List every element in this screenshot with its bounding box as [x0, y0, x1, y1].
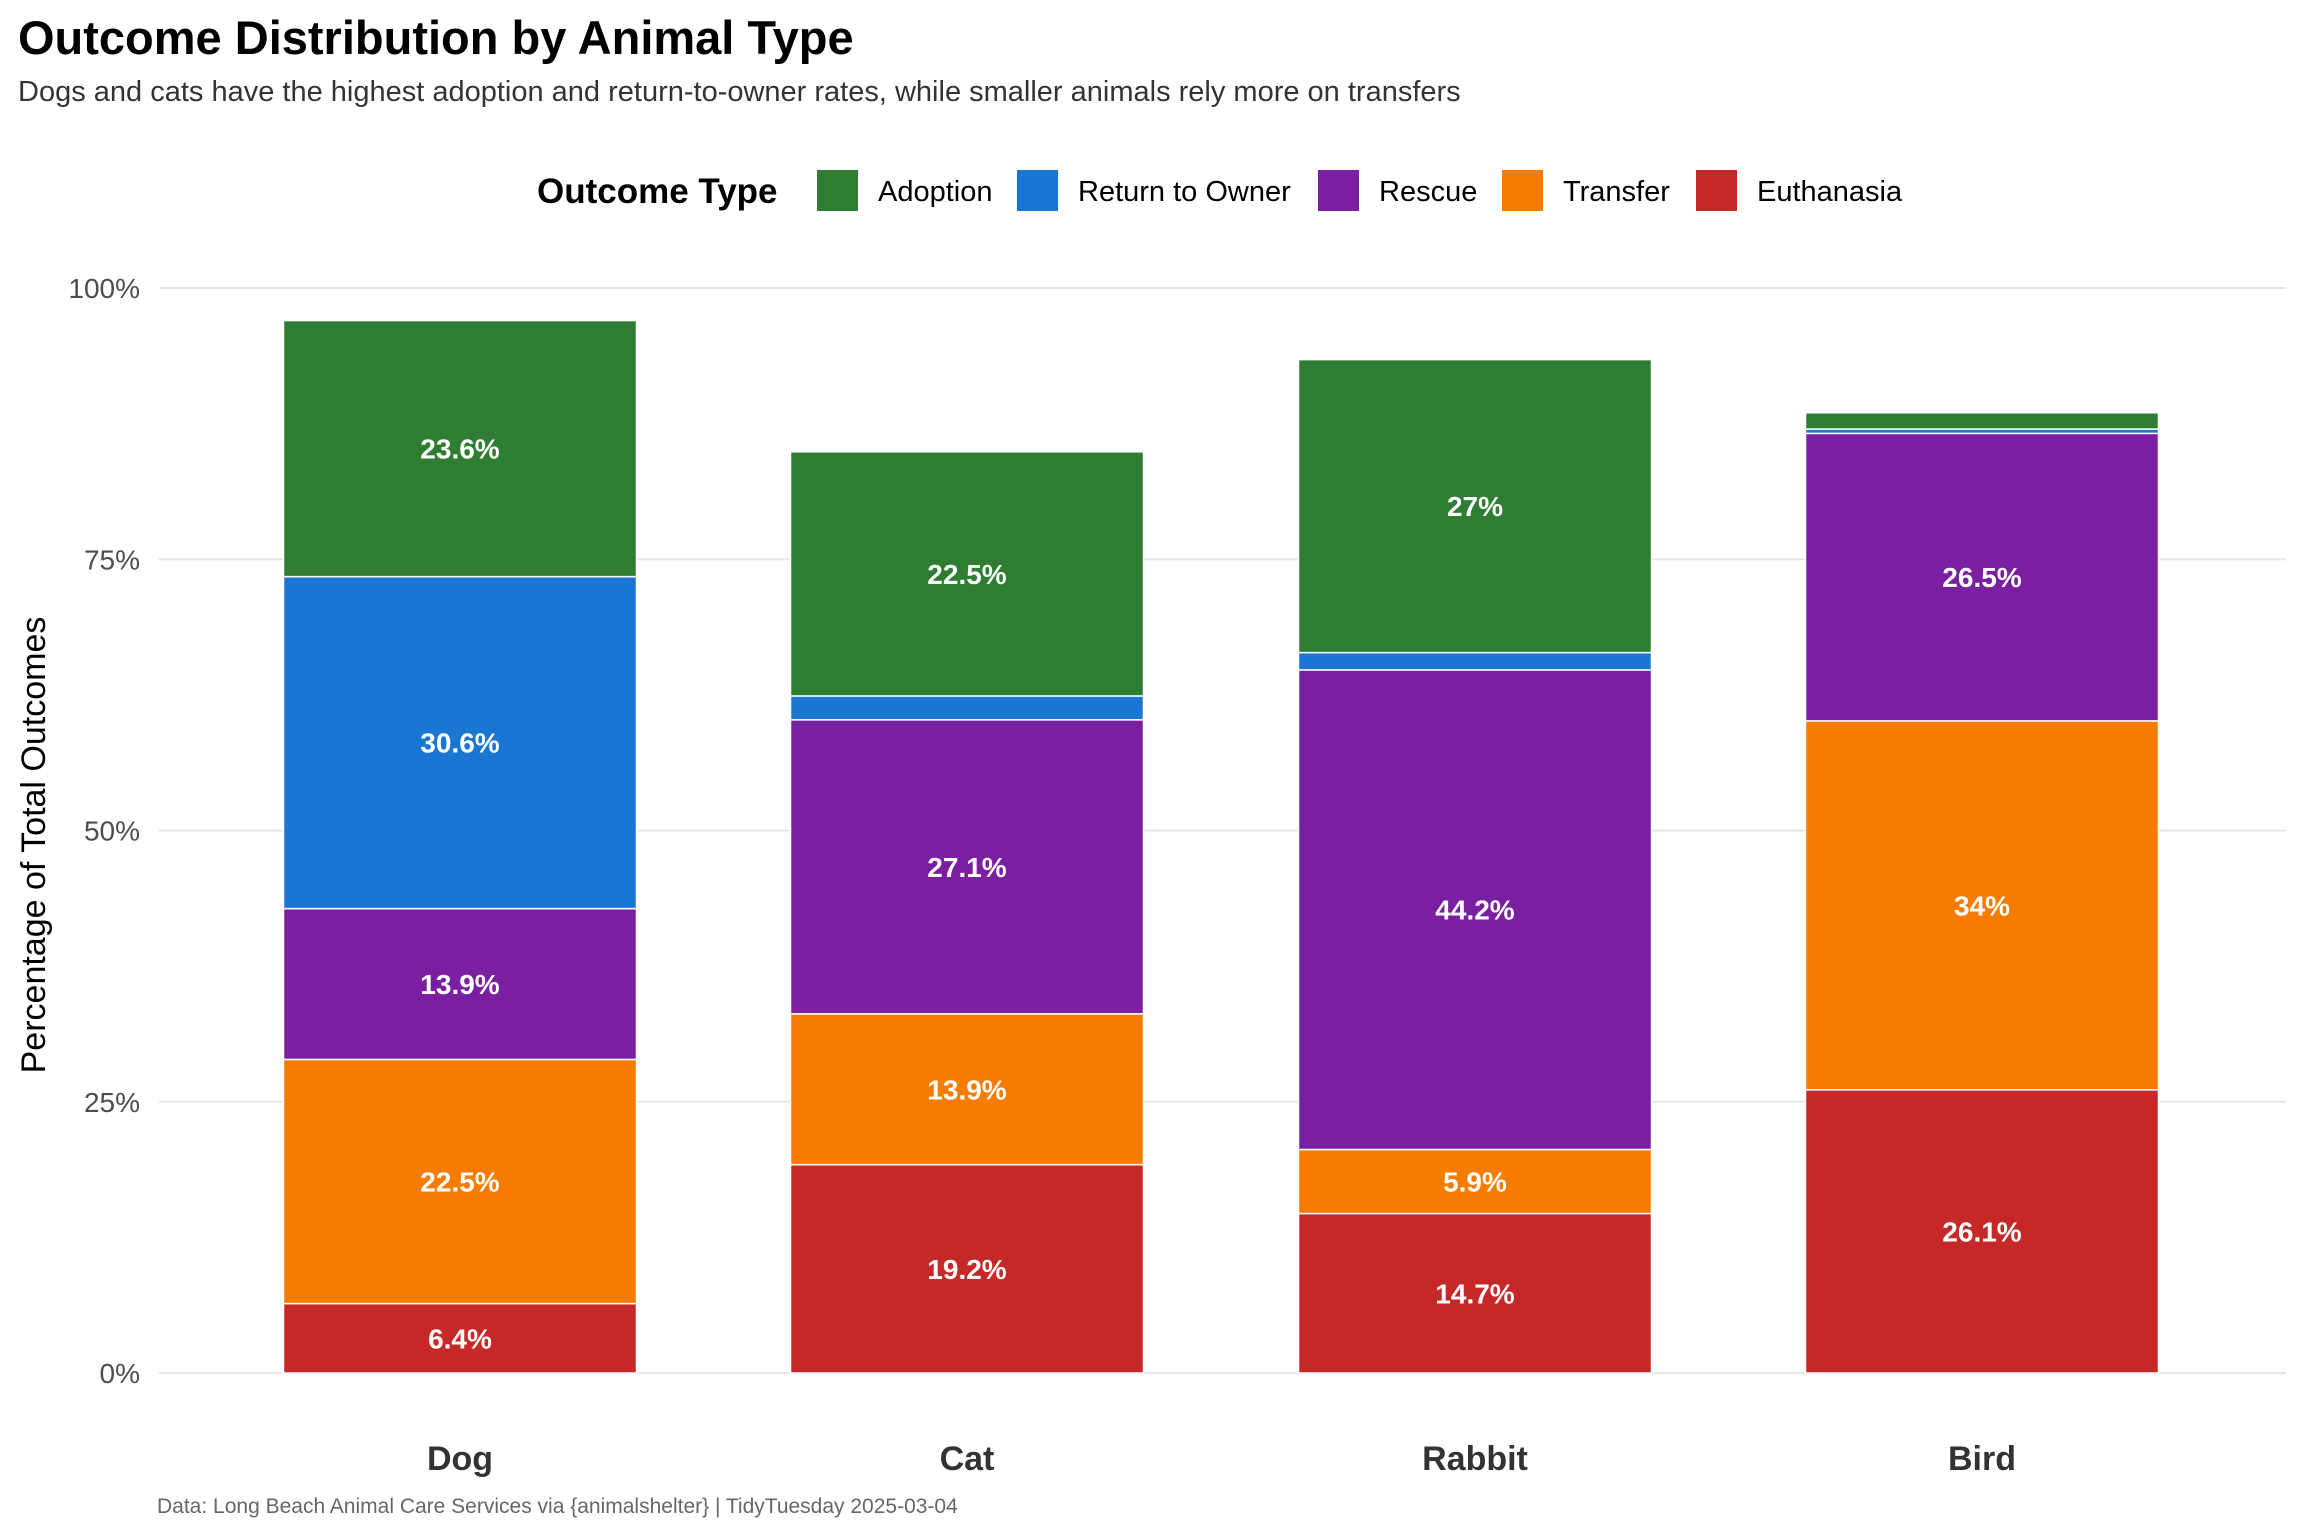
- bars: 6.4% 22.5% 13.9% 30.6% 23.6% 19.2% 13.9% 27.1% 2…: [282, 319, 2160, 1374]
- y-tick-label: 0%: [100, 1358, 140, 1389]
- bar-segment: [1297, 358, 1653, 654]
- legend-label: Transfer: [1563, 176, 1670, 208]
- chart-subtitle: Dogs and cats have the highest adoption …: [18, 76, 1461, 108]
- data-label: 34%: [1954, 890, 2010, 921]
- data-label: 26.1%: [1942, 1216, 2021, 1247]
- data-label: 44.2%: [1435, 895, 1514, 926]
- x-tick-label: Dog: [427, 1440, 493, 1478]
- data-label: 14.7%: [1435, 1278, 1514, 1309]
- legend-swatch: [1017, 170, 1058, 211]
- legend-label: Return to Owner: [1078, 176, 1291, 208]
- bar-segment: [282, 1058, 638, 1305]
- data-label: 26.5%: [1942, 562, 2021, 593]
- bar-segment: [789, 719, 1145, 1015]
- bar-segment: [789, 1013, 1145, 1166]
- data-label: 22.5%: [927, 559, 1006, 590]
- data-label: 22.5%: [420, 1166, 499, 1197]
- bar-segment: [789, 1163, 1145, 1374]
- y-tick-label: 50%: [84, 816, 140, 847]
- bar-segment: [282, 1302, 638, 1374]
- legend-swatch: [1318, 170, 1359, 211]
- data-label: 19.2%: [927, 1254, 1006, 1285]
- bar-segment: [1804, 720, 2160, 1091]
- legend-label: Euthanasia: [1757, 176, 1903, 208]
- legend-label: Adoption: [878, 176, 993, 208]
- data-label: 13.9%: [420, 969, 499, 1000]
- legend-swatch: [817, 170, 858, 211]
- y-axis-title: Percentage of Total Outcomes: [15, 617, 53, 1074]
- x-tick-label: Bird: [1948, 1440, 2016, 1478]
- legend: Outcome Type Adoption Return to Owner Resc…: [537, 170, 1903, 211]
- bar-segment: [1804, 412, 2160, 430]
- y-tick-label: 75%: [84, 544, 140, 575]
- bar-segment: [789, 451, 1145, 697]
- data-label: 27.1%: [927, 852, 1006, 883]
- bar-segment: [282, 575, 638, 910]
- legend-title: Outcome Type: [537, 172, 778, 211]
- bar-segment: [1804, 432, 2160, 722]
- y-tick-label: 25%: [84, 1087, 140, 1118]
- bar-segment: [282, 319, 638, 578]
- data-label: 27%: [1447, 491, 1503, 522]
- bar-segment: [1297, 669, 1653, 1151]
- bar-segment: [1804, 1089, 2160, 1374]
- bar-segment: [1297, 651, 1653, 671]
- caption: Data: Long Beach Animal Care Services vi…: [157, 1495, 958, 1518]
- data-label: 23.6%: [420, 434, 499, 465]
- x-axis: Dog Cat Rabbit Bird: [427, 1440, 2016, 1478]
- chart-title: Outcome Distribution by Animal Type: [18, 11, 854, 64]
- legend-swatch: [1696, 170, 1737, 211]
- bar-segment: [789, 695, 1145, 721]
- legend-swatch: [1502, 170, 1543, 211]
- data-label: 6.4%: [428, 1323, 492, 1354]
- bar-segment: [1297, 1148, 1653, 1215]
- y-tick-label: 100%: [68, 273, 140, 304]
- bar-segment: [1297, 1212, 1653, 1374]
- bar-segment: [282, 907, 638, 1061]
- data-label: 30.6%: [420, 728, 499, 759]
- data-label: 5.9%: [1443, 1166, 1507, 1197]
- legend-label: Rescue: [1379, 176, 1477, 208]
- x-tick-label: Rabbit: [1422, 1440, 1528, 1478]
- x-tick-label: Cat: [940, 1440, 995, 1478]
- data-label: 13.9%: [927, 1074, 1006, 1105]
